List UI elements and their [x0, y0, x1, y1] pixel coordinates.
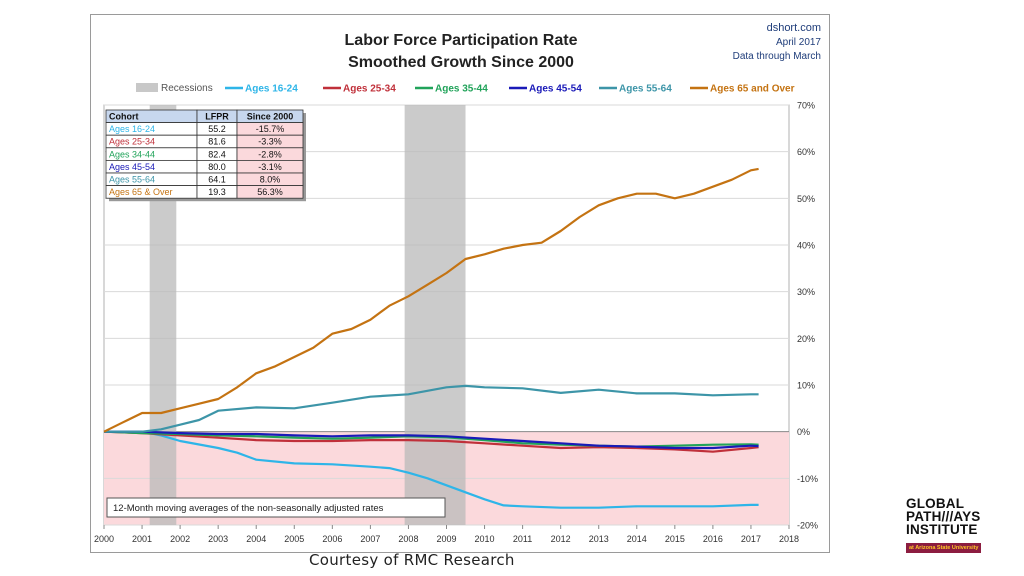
table-header-text: Cohort [109, 112, 139, 122]
x-tick-label: 2013 [589, 534, 609, 544]
y-tick-label: 40% [797, 241, 815, 251]
global-pathways-logo: GLOBAL PATH///AYS INSTITUTE at Arizona S… [906, 497, 1006, 554]
chart-frame: Labor Force Participation Rate Smoothed … [90, 14, 830, 553]
table-cohort: Ages 16-24 [109, 124, 155, 134]
x-tick-label: 2017 [741, 534, 761, 544]
legend-label: Ages 45-54 [529, 84, 582, 95]
x-tick-label: 2006 [322, 534, 342, 544]
x-tick-label: 2008 [398, 534, 418, 544]
legend-label: Ages 16-24 [245, 84, 298, 95]
table-lfpr: 82.4 [208, 149, 226, 159]
series-line-ages-25-34 [103, 430, 759, 453]
x-tick-label: 2010 [475, 534, 495, 544]
chart-date: April 2017 [776, 37, 821, 48]
y-tick-label: 50% [797, 194, 815, 204]
y-tick-label: 10% [797, 381, 815, 391]
x-tick-label: 2009 [436, 534, 456, 544]
table-lfpr: 80.0 [208, 162, 226, 172]
table-since-2000: -3.3% [258, 137, 282, 147]
y-tick-label: -10% [797, 474, 818, 484]
y-tick-label: 20% [797, 334, 815, 344]
table-cohort: Ages 65 & Over [109, 187, 173, 197]
y-tick-label: 0% [797, 427, 810, 437]
y-tick-label: -20% [797, 521, 818, 531]
chart-data-note: Data through March [733, 51, 821, 62]
logo-line2: PATH///AYS [906, 509, 981, 524]
table-since-2000: -15.7% [256, 124, 285, 134]
table-since-2000: -3.1% [258, 162, 282, 172]
table-lfpr: 81.6 [208, 137, 226, 147]
table-cell [236, 185, 304, 199]
table-lfpr: 19.3 [208, 187, 226, 197]
x-tick-label: 2000 [94, 534, 114, 544]
table-header-text: LFPR [205, 112, 229, 122]
table-since-2000: 56.3% [257, 187, 283, 197]
table-since-2000: 8.0% [260, 175, 281, 185]
table-lfpr: 55.2 [208, 124, 226, 134]
y-tick-label: 60% [797, 147, 815, 157]
y-tick-label: 30% [797, 287, 815, 297]
legend-label: Ages 35-44 [435, 84, 488, 95]
x-tick-label: 2002 [170, 534, 190, 544]
series-line-ages-65-and-over [103, 167, 759, 433]
x-tick-label: 2005 [284, 534, 304, 544]
series-line-ages-55-64 [104, 384, 759, 433]
table-cohort: Ages 25-34 [109, 137, 155, 147]
x-tick-label: 2018 [779, 534, 799, 544]
y-tick-label: 70% [797, 101, 815, 111]
table-cohort: Ages 34-44 [109, 149, 155, 159]
x-tick-label: 2016 [703, 534, 723, 544]
caption: Courtesy of RMC Research [309, 551, 515, 569]
x-tick-label: 2011 [513, 534, 532, 544]
chart-title-line1: Labor Force Participation Rate [345, 32, 578, 49]
logo-subtitle: at Arizona State University [906, 543, 982, 553]
series-line-ages-45-54 [104, 430, 759, 450]
legend-label: Ages 55-64 [619, 84, 672, 95]
x-tick-label: 2014 [627, 534, 647, 544]
x-tick-label: 2001 [132, 534, 152, 544]
footnote-box [106, 497, 446, 518]
table-since-2000: -2.8% [258, 149, 282, 159]
logo-line1: GLOBAL [906, 496, 965, 511]
logo-line3: INSTITUTE [906, 522, 978, 537]
x-tick-label: 2007 [360, 534, 380, 544]
series-line-ages-16-24 [104, 430, 759, 509]
footnote-text: 12-Month moving averages of the non-seas… [113, 503, 384, 514]
table-cohort: Ages 45-54 [109, 162, 155, 172]
lfpr-chart: Labor Force Participation Rate Smoothed … [94, 22, 821, 544]
x-tick-label: 2015 [665, 534, 685, 544]
legend-label-recessions: Recessions [161, 83, 213, 94]
legend-swatch-recessions [136, 83, 158, 92]
x-tick-label: 2012 [551, 534, 571, 544]
legend-label: Ages 25-34 [343, 84, 396, 95]
x-tick-label: 2004 [246, 534, 266, 544]
chart-source: dshort.com [767, 22, 821, 34]
x-tick-label: 2003 [208, 534, 228, 544]
legend-label: Ages 65 and Over [710, 84, 795, 95]
table-lfpr: 64.1 [208, 175, 226, 185]
table-header-text: Since 2000 [247, 112, 294, 122]
recession-band [404, 105, 466, 525]
table-cohort: Ages 55-64 [109, 175, 155, 185]
chart-title-line2: Smoothed Growth Since 2000 [348, 54, 574, 71]
